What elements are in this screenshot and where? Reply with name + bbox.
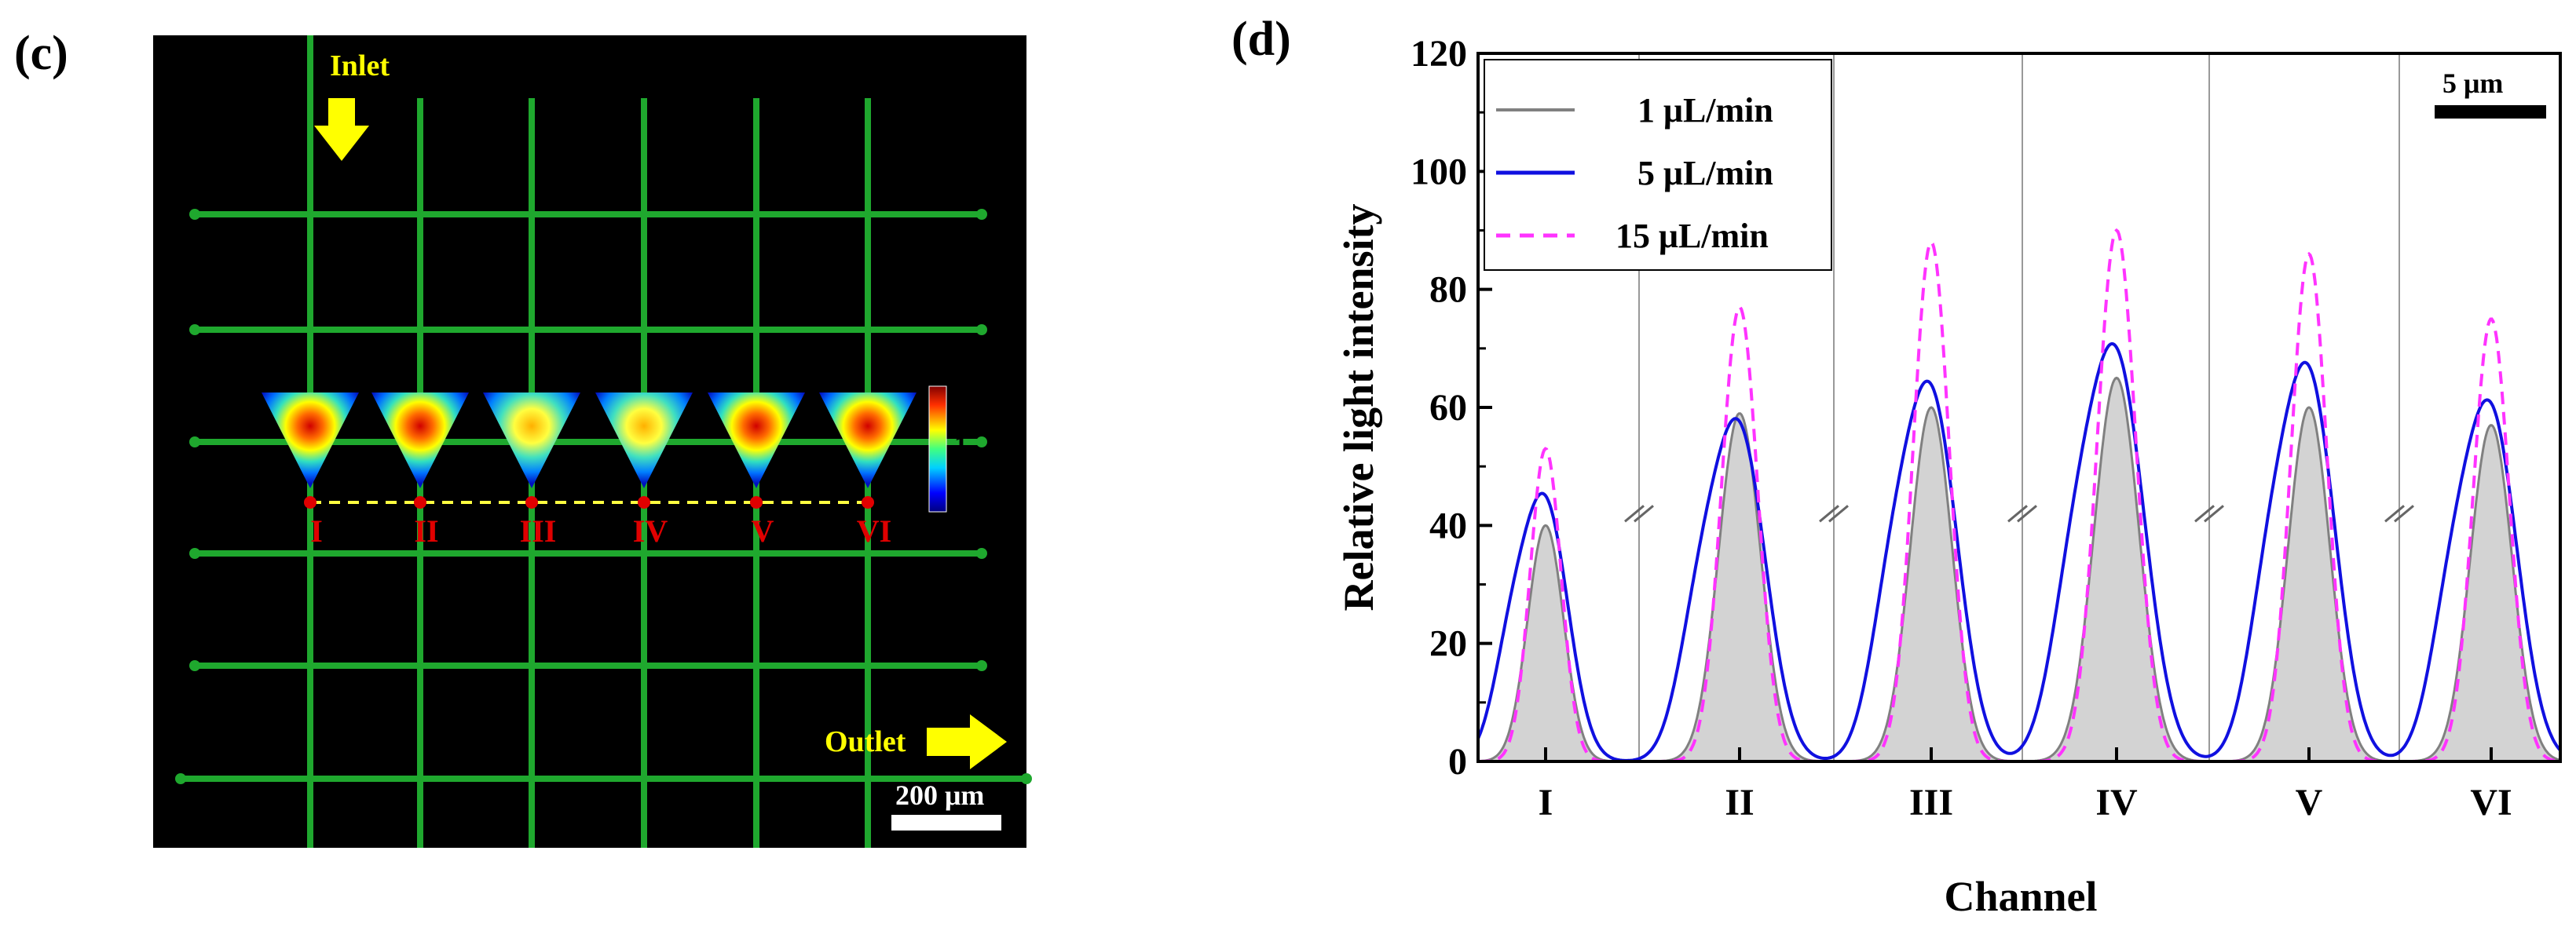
y-axis: 0 20 40 60 80 100 120 bbox=[1411, 33, 1492, 783]
channel-end bbox=[189, 324, 200, 335]
axis-break-mark bbox=[2204, 505, 2224, 523]
velocity-profile-V bbox=[708, 392, 805, 488]
channel-marker bbox=[638, 496, 650, 509]
channel-label-II: II bbox=[414, 513, 438, 549]
x-tick-label-V: V bbox=[2296, 782, 2323, 823]
plot-border bbox=[1476, 52, 2562, 763]
channel-end bbox=[976, 660, 987, 671]
x-axis: I II III IV V VI bbox=[1539, 747, 2512, 823]
legend-entry-5: 5 μL/min bbox=[1637, 154, 1773, 192]
velocity-profile-IV bbox=[595, 392, 693, 488]
channel-end bbox=[189, 436, 200, 447]
x-tick-label-IV: IV bbox=[2095, 782, 2138, 823]
x-tick-label-VI: VI bbox=[2470, 782, 2512, 823]
legend-entry-15: 15 μL/min bbox=[1615, 217, 1769, 255]
axis-break-mark bbox=[2394, 505, 2414, 523]
velocity-profile-II bbox=[371, 392, 469, 488]
series-5-line bbox=[1476, 341, 2562, 762]
axis-break-mark bbox=[1634, 505, 1654, 523]
channel-end bbox=[189, 209, 200, 220]
channel-end bbox=[976, 209, 987, 220]
y-tick-label: 100 bbox=[1411, 151, 1467, 192]
y-tick-label: 20 bbox=[1429, 623, 1467, 665]
axis-break-mark bbox=[1819, 505, 1839, 523]
channel-label-V: V bbox=[752, 513, 774, 549]
axis-break-mark bbox=[1828, 505, 1849, 523]
channel-end bbox=[976, 436, 987, 447]
channel-label-I: I bbox=[310, 513, 323, 549]
channel-end bbox=[1021, 773, 1032, 784]
panel-c-label: (c) bbox=[14, 27, 68, 80]
y-axis-title: Relative light intensity bbox=[1335, 204, 1382, 612]
colorbar-tick-1: 1 bbox=[954, 431, 968, 460]
x-tick-label-II: II bbox=[1725, 782, 1754, 823]
channel-end bbox=[175, 773, 186, 784]
channel-marker bbox=[750, 496, 763, 509]
channel-end bbox=[189, 660, 200, 671]
colorbar-unit: (m/s) bbox=[932, 337, 990, 366]
x-tick-label-I: I bbox=[1539, 782, 1553, 823]
velocity-profiles bbox=[262, 392, 917, 488]
legend: 1 μL/min 5 μL/min 15 μL/min bbox=[1484, 59, 1832, 271]
colorbar-tick-2: 2 bbox=[954, 379, 968, 408]
channel-marker bbox=[525, 496, 538, 509]
channel-marker bbox=[414, 496, 426, 509]
segment-dividers bbox=[1638, 53, 2400, 761]
outlet-label: Outlet bbox=[825, 725, 906, 758]
panel-c: (c) Inlet Outlet 200 μm I II III IV V VI (m/s… bbox=[14, 27, 1032, 848]
channel-markers: I II III IV V VI bbox=[304, 496, 891, 549]
colorbar bbox=[928, 385, 947, 513]
axis-break-mark bbox=[2194, 505, 2215, 523]
y-tick-label: 120 bbox=[1411, 33, 1467, 75]
legend-entry-1: 1 μL/min bbox=[1637, 91, 1773, 130]
x-tick-label-III: III bbox=[1909, 782, 1953, 823]
scale-bar-label-d: 5 μm bbox=[2442, 68, 2503, 99]
legend-box bbox=[1484, 59, 1832, 271]
inlet-arrow-icon bbox=[314, 98, 369, 161]
axis-break-mark bbox=[2384, 505, 2405, 523]
panel-d-label: (d) bbox=[1231, 13, 1291, 66]
channel-end bbox=[976, 324, 987, 335]
axis-break-mark bbox=[1624, 505, 1645, 523]
outlet-arrow-icon bbox=[927, 714, 1007, 769]
channel-end bbox=[976, 548, 987, 559]
x-axis-title: Channel bbox=[1944, 873, 2097, 920]
channel-label-VI: VI bbox=[857, 513, 891, 549]
series-1-fill bbox=[1478, 378, 2560, 761]
axis-break-mark bbox=[2007, 505, 2028, 523]
y-tick-label: 60 bbox=[1429, 387, 1467, 429]
axis-break-marks bbox=[1624, 505, 2414, 523]
y-tick-label: 0 bbox=[1448, 741, 1467, 783]
scale-bar-c bbox=[891, 815, 1001, 831]
channel-marker bbox=[304, 496, 317, 509]
inlet-label: Inlet bbox=[330, 49, 390, 82]
scale-bar-d bbox=[2435, 105, 2546, 119]
velocity-profile-I bbox=[262, 392, 359, 488]
scale-bar-label-c: 200 μm bbox=[895, 779, 984, 811]
channel-label-IV: IV bbox=[633, 513, 668, 549]
channel-marker bbox=[862, 496, 874, 509]
channel-label-III: III bbox=[520, 513, 557, 549]
y-tick-label: 80 bbox=[1429, 269, 1467, 311]
axis-break-mark bbox=[2017, 505, 2037, 523]
velocity-profile-VI bbox=[819, 392, 917, 488]
channel-end bbox=[189, 548, 200, 559]
velocity-profile-III bbox=[483, 392, 580, 488]
colorbar-tick-0: 0 bbox=[954, 497, 968, 526]
y-tick-label: 40 bbox=[1429, 505, 1467, 546]
